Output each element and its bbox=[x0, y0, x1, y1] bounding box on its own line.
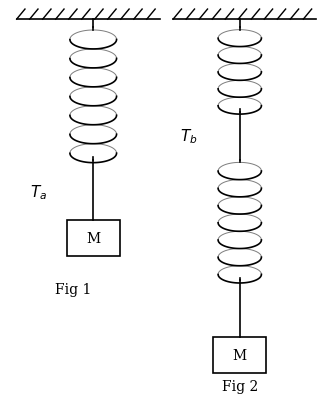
Text: $T_b$: $T_b$ bbox=[180, 127, 197, 146]
Text: $T_a$: $T_a$ bbox=[30, 183, 47, 202]
Text: M: M bbox=[86, 232, 100, 245]
Text: Fig 1: Fig 1 bbox=[55, 283, 92, 297]
Bar bbox=[213, 337, 266, 373]
Text: M: M bbox=[233, 348, 247, 362]
Bar bbox=[67, 221, 120, 257]
Text: Fig 2: Fig 2 bbox=[222, 379, 258, 393]
